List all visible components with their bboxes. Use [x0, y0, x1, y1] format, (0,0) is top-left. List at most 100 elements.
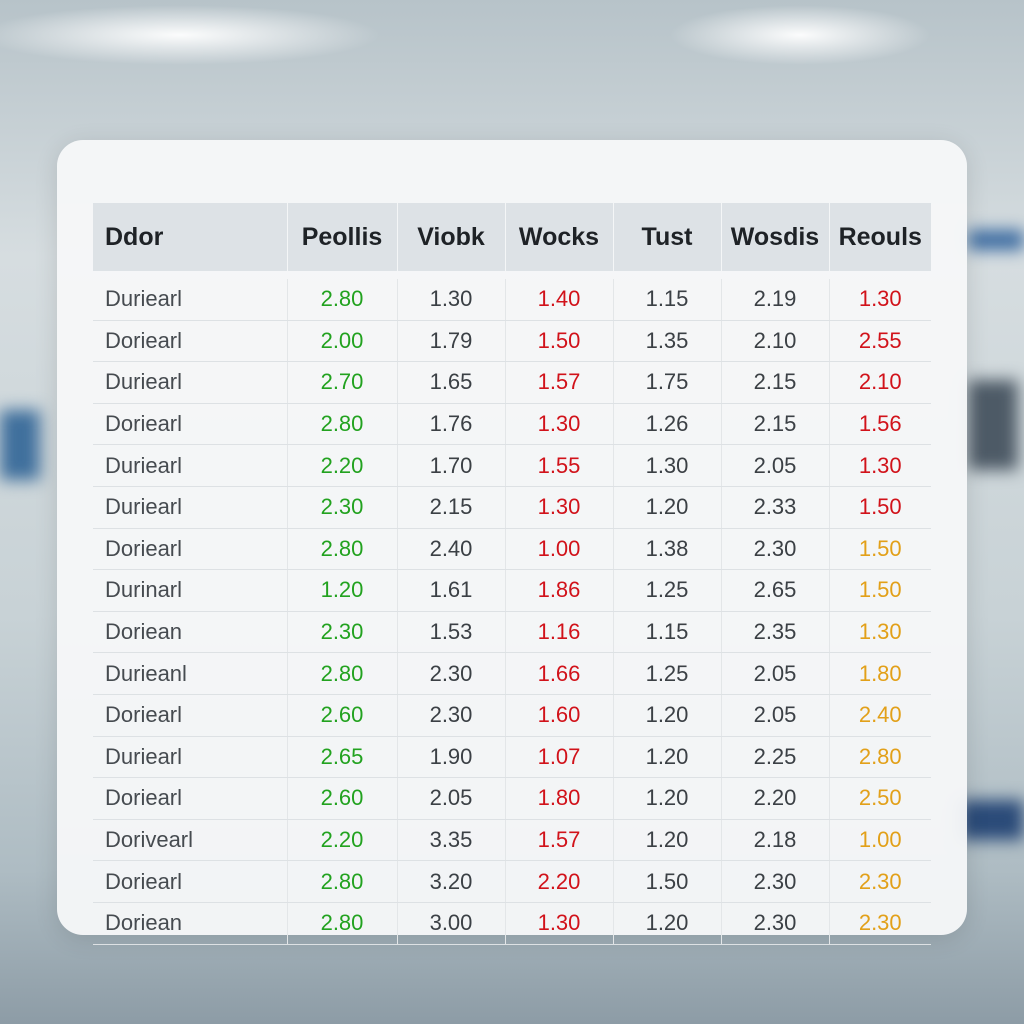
table-cell: 2.25 — [721, 736, 830, 779]
table-cell: 1.50 — [829, 528, 931, 571]
table-cell: 2.30 — [287, 486, 398, 529]
table-cell: 1.20 — [613, 486, 722, 529]
table-row: Doriearl 2.80 1.76 1.30 1.26 2.15 1.56 — [93, 403, 931, 446]
row-label: Doriearl — [93, 403, 288, 446]
table-cell: 1.00 — [505, 528, 614, 571]
table-cell: 2.80 — [287, 403, 398, 446]
table-row: Durinarl 1.20 1.61 1.86 1.25 2.65 1.50 — [93, 569, 931, 612]
background-shape — [968, 230, 1024, 250]
table-cell: 2.60 — [287, 777, 398, 820]
column-header: Reouls — [829, 203, 931, 271]
table-cell: 1.53 — [397, 611, 506, 654]
table-cell: 1.15 — [613, 611, 722, 654]
table-cell: 1.40 — [505, 279, 614, 321]
row-label: Dorivearl — [93, 819, 288, 862]
table-cell: 2.00 — [287, 320, 398, 363]
table-cell: 1.50 — [505, 320, 614, 363]
row-label: Doriearl — [93, 320, 288, 363]
table-cell: 2.70 — [287, 361, 398, 404]
table-cell: 1.30 — [829, 279, 931, 321]
table-cell: 2.05 — [397, 777, 506, 820]
table-cell: 1.20 — [287, 569, 398, 612]
spacer — [93, 271, 931, 279]
table-cell: 1.30 — [505, 902, 614, 945]
table-cell: 2.30 — [721, 528, 830, 571]
column-header: Ddor — [93, 203, 288, 271]
table-cell: 2.30 — [397, 694, 506, 737]
table-cell: 1.16 — [505, 611, 614, 654]
table-cell: 1.60 — [505, 694, 614, 737]
table-row: Doriearl 2.80 2.40 1.00 1.38 2.30 1.50 — [93, 528, 931, 571]
table-cell: 2.80 — [287, 860, 398, 903]
row-label: Duriearl — [93, 444, 288, 487]
table-cell: 1.38 — [613, 528, 722, 571]
table-cell: 2.20 — [721, 777, 830, 820]
table-cell: 2.80 — [287, 652, 398, 695]
table-row: Doriean 2.80 3.00 1.30 1.20 2.30 2.30 — [93, 902, 931, 945]
table-cell: 2.33 — [721, 486, 830, 529]
table-row: Duriearl 2.30 2.15 1.30 1.20 2.33 1.50 — [93, 486, 931, 529]
table-cell: 2.80 — [287, 528, 398, 571]
table-cell: 1.30 — [829, 444, 931, 487]
table-cell: 1.30 — [397, 279, 506, 321]
column-header: Tust — [613, 203, 722, 271]
table-cell: 1.55 — [505, 444, 614, 487]
table-cell: 1.79 — [397, 320, 506, 363]
table-cell: 1.65 — [397, 361, 506, 404]
table-cell: 1.20 — [613, 902, 722, 945]
table-cell: 2.10 — [721, 320, 830, 363]
table-cell: 2.50 — [829, 777, 931, 820]
table-cell: 1.25 — [613, 569, 722, 612]
table-row: Doriean 2.30 1.53 1.16 1.15 2.35 1.30 — [93, 611, 931, 654]
table-cell: 2.15 — [397, 486, 506, 529]
table-cell: 2.30 — [397, 652, 506, 695]
table-cell: 1.56 — [829, 403, 931, 446]
table-cell: 3.35 — [397, 819, 506, 862]
header-row: Ddor Peollis Viobk Wocks Tust Wosdis Reouls — [93, 203, 931, 271]
row-label: Doriean — [93, 902, 288, 945]
column-header: Peollis — [287, 203, 398, 271]
table-cell: 1.30 — [505, 486, 614, 529]
table-cell: 1.66 — [505, 652, 614, 695]
table-row: Duriearl 2.80 1.30 1.40 1.15 2.19 1.30 — [93, 279, 931, 321]
table-cell: 2.60 — [287, 694, 398, 737]
table-cell: 1.57 — [505, 819, 614, 862]
table-cell: 2.40 — [397, 528, 506, 571]
table-cell: 1.30 — [829, 611, 931, 654]
table-cell: 2.80 — [287, 902, 398, 945]
table-cell: 2.18 — [721, 819, 830, 862]
table-cell: 1.61 — [397, 569, 506, 612]
table-cell: 2.55 — [829, 320, 931, 363]
row-label: Doriean — [93, 611, 288, 654]
table-cell: 2.05 — [721, 652, 830, 695]
row-label: Durieanl — [93, 652, 288, 695]
table-row: Duriearl 2.65 1.90 1.07 1.20 2.25 2.80 — [93, 736, 931, 779]
table-cell: 1.20 — [613, 694, 722, 737]
table-cell: 2.30 — [287, 611, 398, 654]
table-cell: 1.20 — [613, 819, 722, 862]
table-cell: 2.20 — [287, 819, 398, 862]
table-cell: 1.00 — [829, 819, 931, 862]
table-cell: 2.05 — [721, 444, 830, 487]
table-cell: 1.15 — [613, 279, 722, 321]
table-cell: 1.86 — [505, 569, 614, 612]
table-cell: 1.57 — [505, 361, 614, 404]
table-cell: 1.20 — [613, 777, 722, 820]
table-cell: 1.50 — [613, 860, 722, 903]
data-table: Ddor Peollis Viobk Wocks Tust Wosdis Reouls Du… — [93, 203, 931, 945]
table-cell: 1.70 — [397, 444, 506, 487]
table-row: Doriearl 2.80 3.20 2.20 1.50 2.30 2.30 — [93, 860, 931, 903]
table-cell: 1.90 — [397, 736, 506, 779]
table-cell: 1.50 — [829, 486, 931, 529]
table-cell: 1.25 — [613, 652, 722, 695]
column-header: Wocks — [505, 203, 614, 271]
table-cell: 1.50 — [829, 569, 931, 612]
row-label: Duriearl — [93, 361, 288, 404]
table-panel: Ddor Peollis Viobk Wocks Tust Wosdis Reouls Du… — [57, 140, 967, 945]
table-row: Doriearl 2.00 1.79 1.50 1.35 2.10 2.55 — [93, 320, 931, 363]
table-cell: 3.20 — [397, 860, 506, 903]
table-cell: 1.80 — [505, 777, 614, 820]
table-cell: 2.30 — [829, 902, 931, 945]
table-cell: 1.20 — [613, 736, 722, 779]
